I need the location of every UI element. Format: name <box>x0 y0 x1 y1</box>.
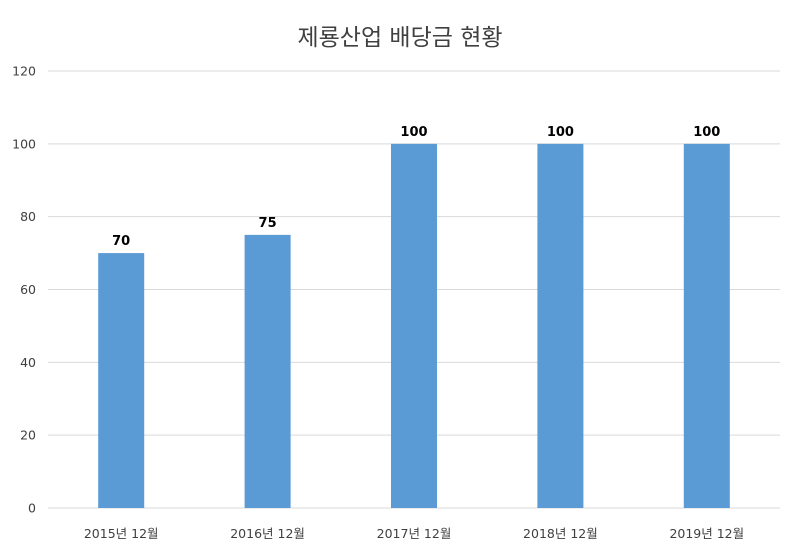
y-axis-ticks: 0 20 40 60 80 100 120 <box>12 64 36 516</box>
y-tick-label: 60 <box>20 282 36 297</box>
y-tick-label: 40 <box>20 355 36 370</box>
data-label: 100 <box>693 125 720 140</box>
x-tick-label: 2015년 12월 <box>84 526 159 541</box>
bars <box>98 143 730 509</box>
bar <box>391 143 437 509</box>
x-tick-label: 2018년 12월 <box>523 526 598 541</box>
data-label: 100 <box>400 125 427 140</box>
data-label: 75 <box>259 216 277 231</box>
bar <box>98 253 145 508</box>
chart-title: 제룡산업 배당금 현황 <box>297 25 503 51</box>
y-tick-label: 100 <box>12 136 36 151</box>
y-tick-label: 120 <box>12 64 36 79</box>
data-label: 70 <box>112 234 130 249</box>
data-labels: 70 75 100 100 100 <box>112 125 720 249</box>
y-tick-label: 20 <box>20 428 36 443</box>
x-axis-ticks: 2015년 12월 2016년 12월 2017년 12월 2018년 12월 2019… <box>84 526 744 541</box>
x-tick-label: 2016년 12월 <box>230 526 305 541</box>
x-tick-label: 2019년 12월 <box>669 526 744 541</box>
data-label: 100 <box>547 125 574 140</box>
x-tick-label: 2017년 12월 <box>377 526 452 541</box>
bar <box>244 234 291 508</box>
bar <box>537 143 584 509</box>
y-tick-label: 80 <box>20 209 36 224</box>
bar <box>683 143 730 509</box>
y-tick-label: 0 <box>28 501 36 516</box>
